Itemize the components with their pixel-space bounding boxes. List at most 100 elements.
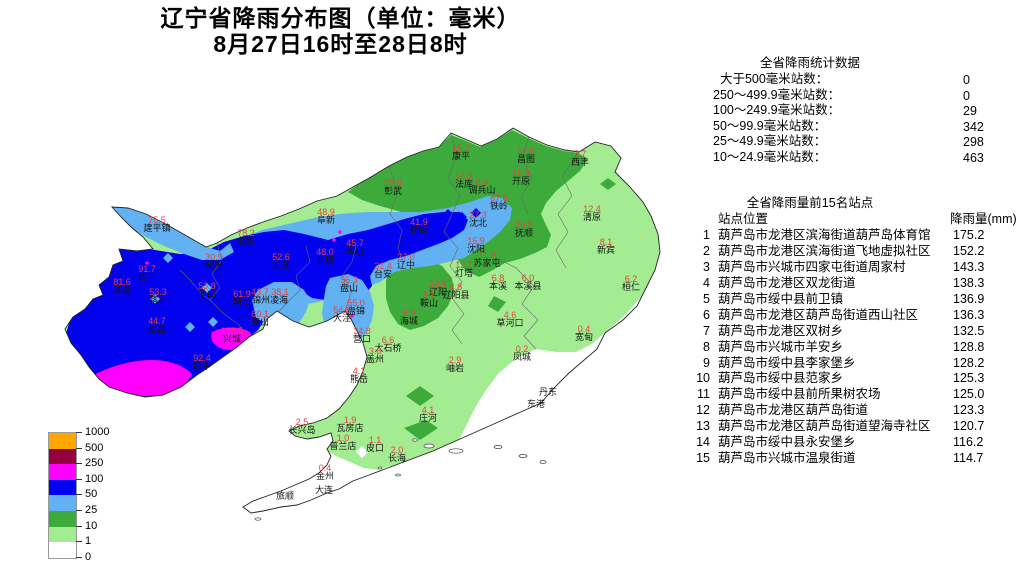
- ranking-station-name: 葫芦岛市绥中县范家乡: [718, 371, 844, 386]
- ranking-rank: 1: [703, 228, 710, 242]
- legend-label: 0: [85, 550, 92, 563]
- ranking-value: 125.0: [953, 387, 985, 402]
- stat-row: 100～249.9毫米站数： 29: [713, 99, 1013, 118]
- legend-tick: [76, 541, 82, 543]
- stat-row: 250～499.9毫米站数： 0: [713, 84, 1013, 103]
- title-line1: 辽宁省降雨分布图（单位：毫米）: [160, 5, 521, 31]
- ranking-value: 136.9: [953, 291, 985, 306]
- stat-label: 25～49.9毫米站数：: [713, 134, 827, 148]
- ranking-row: 8 葫芦岛市兴城市羊安乡 128.8: [690, 336, 1025, 354]
- ranking-row: 14 葫芦岛市绥中县永安堡乡 116.2: [690, 431, 1025, 450]
- ranking-row: 1 葫芦岛市龙港区滨海街道葫芦岛体育馆 175.2: [690, 224, 1025, 242]
- ranking-value: 143.3: [953, 259, 985, 274]
- ranking-station-name: 葫芦岛市绥中县李家堡乡: [718, 355, 856, 370]
- legend-tick: [76, 510, 82, 511]
- legend-tick: [76, 432, 82, 433]
- page-title: 辽宁省降雨分布图（单位：毫米） 8月27日16时至28日8时: [118, 5, 563, 57]
- ranking-value: 136.3: [953, 307, 985, 322]
- legend-swatch: [49, 479, 76, 496]
- ranking-rank: 2: [703, 243, 710, 258]
- ranking-header: 站点位置 降雨量(mm): [690, 208, 1020, 227]
- map-region-magenta-dot: [338, 230, 342, 234]
- ranking-rank: 6: [703, 307, 710, 322]
- stat-label: 50～99.9毫米站数：: [713, 118, 827, 133]
- legend-swatch: [49, 448, 76, 465]
- map-region-blue-dot: [471, 208, 481, 218]
- legend-swatches: [48, 432, 77, 559]
- stat-label: 100～249.9毫米站数：: [713, 103, 841, 117]
- stat-label: 10～24.9毫米站数：: [713, 149, 827, 164]
- ranking-station-name: 葫芦岛市龙港区双龙街道: [718, 275, 856, 290]
- ranking-value: 120.7: [953, 419, 985, 434]
- map-region-magenta-dot: [204, 236, 208, 240]
- ranking-row: 12 葫芦岛市龙港区葫芦岛街道 123.3: [690, 399, 1025, 418]
- ranking-station-name: 葫芦岛市龙港区双树乡: [718, 323, 844, 338]
- stat-row: 大于500毫米站数： 0: [713, 68, 1013, 87]
- stat-row: 25～49.9毫米站数： 298: [713, 130, 1013, 149]
- ranking-rank: 13: [696, 419, 710, 434]
- legend-swatch: [49, 542, 76, 558]
- map-region-green-patch: [488, 296, 506, 312]
- stat-label: 大于500毫米站数：: [713, 72, 829, 86]
- legend-tick: [76, 525, 82, 527]
- ranking-row: 2 葫芦岛市龙港区滨海街道飞地虚拟社区 152.2: [690, 240, 1025, 258]
- ranking-station-name: 葫芦岛市龙港区滨海街道葫芦岛体育馆: [718, 228, 931, 242]
- ranking-row: 11 葫芦岛市绥中县前所果树农场 125.0: [690, 383, 1025, 402]
- ranking-value: 116.2: [953, 435, 984, 450]
- map-region-lightblue-northwest-tip: [112, 207, 234, 260]
- ranking-rank: 10: [696, 371, 710, 386]
- ranking-station-name: 葫芦岛市绥中县前卫镇: [718, 291, 844, 306]
- ranking-row: 15 葫芦岛市兴城市温泉街道 114.7: [690, 447, 1025, 465]
- legend-label: 500: [85, 441, 104, 454]
- ranking-value: 123.3: [953, 403, 985, 418]
- stat-value: 0: [963, 88, 970, 103]
- legend-tick: [76, 478, 82, 480]
- ranking-value: 128.2: [953, 355, 985, 370]
- ranking-station-name: 葫芦岛市兴城市四家屯街道周家村: [718, 259, 906, 274]
- ranking-row: 10 葫芦岛市绥中县范家乡 125.3: [690, 367, 1025, 386]
- ranking-rank: 3: [703, 259, 710, 274]
- legend-tick: [76, 463, 82, 465]
- legend-swatch: [49, 510, 76, 527]
- legend-tick: [76, 447, 82, 449]
- ranking-value: 132.5: [953, 323, 985, 338]
- stat-row: 10～24.9毫米站数： 463: [713, 146, 1013, 165]
- map-region-white-notch: [356, 446, 368, 458]
- map-region-blue-dot: [457, 212, 467, 222]
- stat-value: 0: [963, 73, 970, 87]
- map-region-white-peninsula: [210, 450, 398, 513]
- map-region-green-dot: [600, 178, 616, 190]
- ranking-rank: 14: [696, 435, 710, 450]
- ranking-row: 3 葫芦岛市兴城市四家屯街道周家村 143.3: [690, 256, 1025, 274]
- stats-title: 全省降雨统计数据: [759, 56, 860, 70]
- ranking-value: 138.3: [953, 275, 985, 290]
- map-region-magenta-dot: [145, 261, 149, 265]
- ranking-station-name: 葫芦岛市兴城市羊安乡: [718, 339, 844, 354]
- ranking-value: 152.2: [953, 243, 985, 258]
- stat-value: 29: [963, 104, 977, 118]
- ranking-station-name: 葫芦岛市龙港区滨海街道飞地虚拟社区: [718, 243, 931, 258]
- ranking-rank: 5: [703, 291, 710, 306]
- map-region-lightblue-dot: [185, 322, 195, 332]
- map-region-lightblue-dot: [202, 283, 212, 293]
- ranking-rank: 8: [703, 339, 710, 354]
- ranking-value: 125.3: [953, 371, 985, 386]
- ranking-row: 6 葫芦岛市龙港区葫芦岛街道西山社区 136.3: [690, 304, 1025, 322]
- ranking-row: 7 葫芦岛市龙港区双树乡 132.5: [690, 320, 1025, 338]
- ranking-rank: 9: [703, 355, 710, 370]
- stat-value: 342: [963, 119, 984, 134]
- ranking-rank: 4: [703, 275, 710, 290]
- ranking-station-name: 葫芦岛市绥中县永安堡乡: [718, 435, 856, 450]
- map-region-lightblue-dot: [150, 294, 160, 304]
- legend-swatch: [49, 526, 76, 543]
- map-region-blue-patch: [326, 324, 346, 346]
- stat-label: 250～499.9毫米站数：: [713, 87, 841, 102]
- legend-tick: [76, 494, 82, 496]
- legend-swatch: [49, 464, 76, 480]
- ranking-row: 4 葫芦岛市龙港区双龙街道 138.3: [690, 272, 1025, 290]
- legend-label: 250: [85, 457, 104, 470]
- ranking-value: 128.8: [953, 339, 985, 354]
- rainfall-legend: 1000 500 250 100 50 25 10 1 0: [48, 426, 118, 567]
